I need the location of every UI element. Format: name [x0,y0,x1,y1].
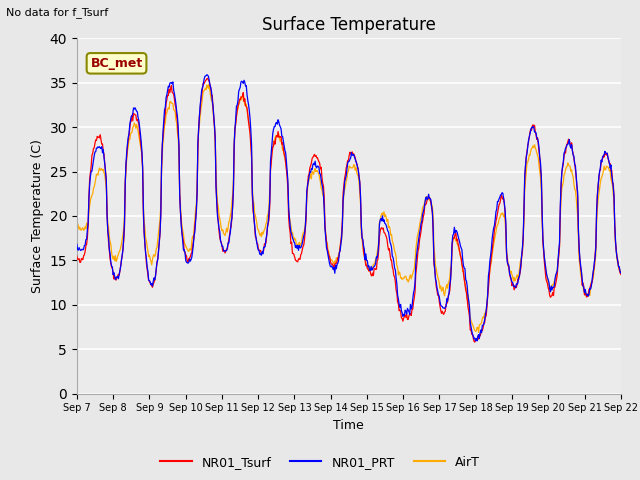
Text: BC_met: BC_met [90,57,143,70]
NR01_Tsurf [416,237,424,242]
NR01_Tsurf [73,253,81,259]
NR01_PRT [139,164,147,169]
Legend: NR01_Tsurf, NR01_PRT, AirT: NR01_Tsurf, NR01_PRT, AirT [156,451,484,474]
NR01_Tsurf [471,339,479,345]
Text: No data for f_Tsurf: No data for f_Tsurf [6,7,109,18]
AirT [139,164,147,170]
NR01_PRT [416,230,424,236]
Line: NR01_PRT: NR01_PRT [77,75,621,341]
NR01_PRT [617,270,625,276]
AirT [83,220,90,226]
NR01_PRT [203,72,211,78]
X-axis label: Time: Time [333,419,364,432]
NR01_PRT [473,338,481,344]
NR01_PRT [223,244,231,250]
Line: NR01_Tsurf: NR01_Tsurf [77,79,621,342]
NR01_Tsurf [139,167,147,172]
NR01_PRT [194,140,202,145]
Line: AirT: AirT [77,84,621,333]
Y-axis label: Surface Temperature (C): Surface Temperature (C) [31,139,44,293]
AirT [617,270,625,276]
AirT [205,81,213,87]
AirT [475,330,483,336]
NR01_PRT [73,241,81,247]
NR01_Tsurf [204,76,212,82]
AirT [223,229,231,235]
NR01_Tsurf [223,246,231,252]
NR01_PRT [83,237,90,242]
AirT [431,263,439,268]
NR01_Tsurf [83,241,90,247]
Title: Surface Temperature: Surface Temperature [262,16,436,34]
NR01_Tsurf [194,147,202,153]
NR01_PRT [431,276,439,282]
AirT [73,221,81,227]
AirT [416,222,424,228]
AirT [194,147,202,153]
NR01_Tsurf [431,274,439,279]
NR01_Tsurf [617,271,625,277]
